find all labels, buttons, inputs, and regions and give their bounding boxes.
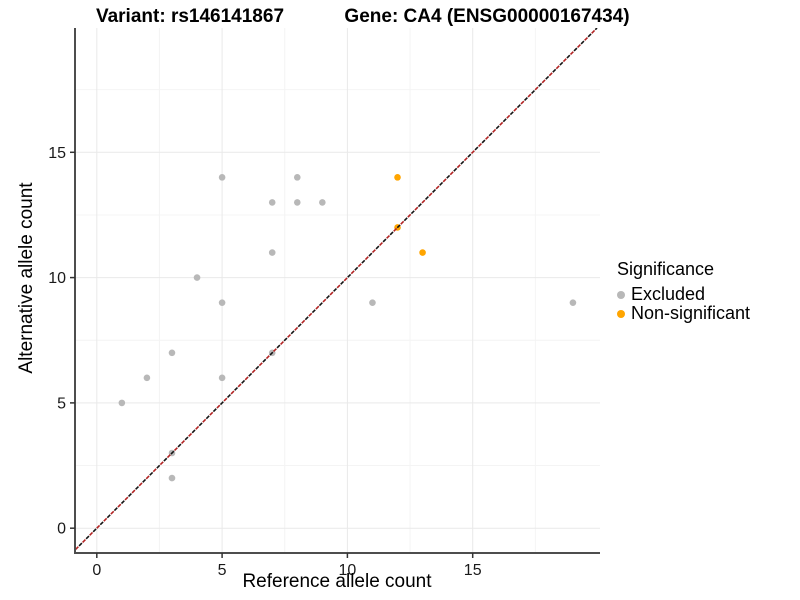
scatter-point-excluded [268,249,276,256]
x-tick-label: 5 [218,562,227,579]
gene-title: Gene: CA4 (ENSG00000167434) [344,6,630,27]
variant-title: Variant: rs146141867 [95,6,285,27]
scatter-point-excluded [218,299,226,306]
y-axis-title: Alternative allele count [16,182,37,374]
x-tick-label: 0 [92,562,101,579]
scatter-point-excluded [319,199,326,206]
scatter-point-excluded [143,374,151,382]
scatter-point-excluded [369,299,376,306]
scatter-point-non-significant [394,174,401,181]
legend-item-nonsignificant: Non-significant [617,303,751,323]
legend-label-excluded: Excluded [631,284,706,304]
scatter-point-excluded [268,199,276,206]
legend-title: Significance [617,259,715,279]
identity-line-black [75,28,598,552]
legend-item-excluded: Excluded [617,284,750,304]
x-tick-label: 15 [464,562,482,579]
x-tick-label: 10 [339,562,357,579]
scatter-point-excluded [293,174,301,181]
scatter-point-excluded [168,474,176,482]
scatter-point-excluded [218,174,226,181]
legend-label-nonsignificant: Non-significant [631,303,751,323]
y-tick-label: 0 [57,521,66,538]
scatter-point-excluded [193,274,201,281]
legend: Significance Excluded Non-significant [617,259,750,323]
scatter-point-excluded [218,374,226,382]
scatter-point-excluded [293,199,301,206]
scatter-point-excluded [569,299,577,306]
y-tick-label: 10 [48,270,66,287]
excluded-dot-icon [617,290,625,299]
scatter-point-non-significant [419,249,426,256]
y-tick-label: 5 [57,395,66,412]
identity-line-red [75,28,598,552]
x-axis-title: Reference allele count [242,571,432,592]
y-tick-label: 15 [48,145,66,162]
non-significant-dot-icon [617,309,625,318]
scatter-point-excluded [118,399,126,407]
scatter-point-excluded [168,349,176,357]
